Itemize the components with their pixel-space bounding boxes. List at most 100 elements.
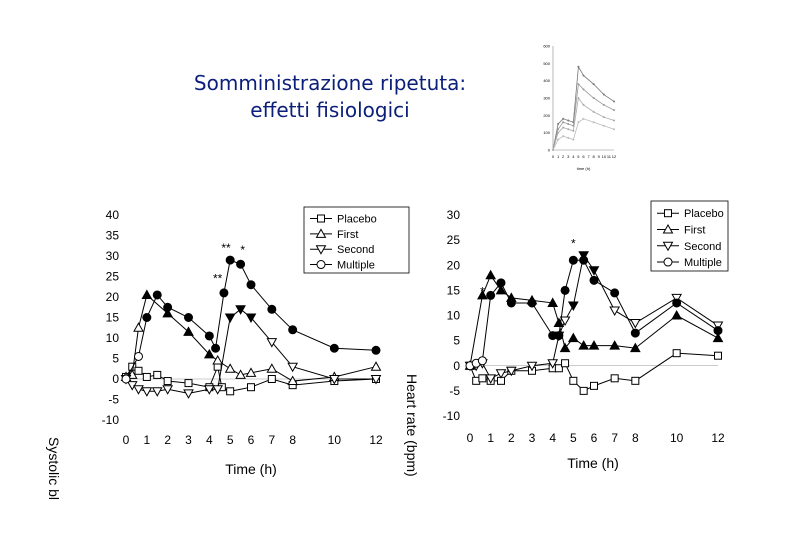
series-first-point [485, 269, 497, 280]
thumbnail-series-line [552, 83, 615, 151]
series-second [120, 305, 382, 399]
series-first-point [133, 322, 144, 332]
series-first-point [287, 375, 299, 386]
series-first-point [126, 369, 138, 379]
series-multiple-point [560, 285, 570, 295]
thumbnail-x-tick: 6 [582, 154, 585, 159]
y-tick-label: 25 [447, 233, 461, 247]
thumbnail-x-tick: 7 [587, 154, 590, 159]
thumbnail-y-tick: 500 [543, 61, 550, 66]
thumbnail-x-title: time (h) [577, 166, 591, 171]
series-placebo-point [631, 376, 640, 385]
thumbnail-point [577, 97, 580, 99]
x-tick-label: 3 [185, 433, 192, 447]
y-tick-label: 20 [106, 290, 120, 304]
legend-label: First [684, 224, 705, 236]
legend-marker [315, 245, 327, 255]
x-tick-label: 2 [164, 433, 171, 447]
series-placebo-point [213, 362, 222, 371]
series-first-point [370, 361, 382, 371]
series-multiple-point [554, 331, 564, 341]
x-tick-label: 7 [611, 431, 618, 445]
series-first-point [120, 371, 132, 381]
significance-mark: * [240, 243, 245, 257]
x-tick-label: 1 [143, 433, 150, 447]
series-second-point [547, 359, 559, 369]
thumbnail-point [557, 131, 560, 134]
series-placebo-point [548, 364, 557, 373]
series-multiple-point [329, 343, 339, 353]
x-tick-label: 10 [328, 433, 342, 447]
series-placebo-point [142, 372, 151, 381]
legend: Placebo First Second Multiple [303, 206, 410, 274]
thumbnail-y-tick: 100 [543, 130, 550, 135]
series-first-point [578, 340, 590, 350]
series-placebo-point [672, 349, 681, 358]
y-tick-label: 10 [447, 309, 461, 323]
series-placebo-point [247, 383, 255, 392]
series-multiple-point [630, 328, 640, 338]
series-multiple-point [496, 278, 506, 288]
thumbnail-point [613, 119, 615, 122]
series-multiple-point [589, 275, 599, 285]
thumbnail-point [592, 97, 595, 99]
thumbnail-x-tick: 4 [572, 154, 575, 159]
series-placebo-point [507, 366, 516, 375]
x-tick-label: 2 [508, 431, 515, 445]
series-placebo-point [528, 366, 536, 375]
series-second-point [126, 381, 138, 391]
series-second-point [470, 361, 482, 372]
thumbnail-point [567, 119, 570, 122]
thumbnail-point [557, 123, 560, 125]
series-placebo-point [288, 381, 297, 390]
series-second-point [133, 385, 144, 395]
series-multiple-point [610, 288, 620, 298]
thumbnail-x-tick: 9 [598, 154, 601, 159]
series-placebo-point [466, 361, 474, 370]
series-placebo-point [478, 374, 487, 383]
series-first-point [609, 340, 621, 350]
y-tick-label: 0 [453, 359, 460, 373]
series-first-point [141, 289, 153, 299]
series-second-point [224, 313, 236, 324]
series-multiple-point [225, 255, 235, 265]
y-tick-label: 5 [112, 352, 119, 366]
series-first-point [224, 363, 236, 373]
series-second-point [245, 313, 257, 324]
series-first-point [495, 284, 507, 295]
series-multiple-point [477, 356, 487, 366]
x-tick-label: 1 [487, 431, 494, 445]
thumbnail-point [613, 100, 615, 103]
series-placebo-point [554, 364, 563, 373]
series-multiple-point [121, 374, 131, 384]
thumbnail-point [552, 149, 554, 151]
series-placebo [466, 349, 722, 395]
thumbnail-x-tick: 3 [567, 154, 570, 159]
series-placebo-point [579, 386, 588, 395]
series-multiple-point [579, 255, 589, 265]
thumbnail-x-tick: 1 [557, 154, 560, 159]
series-placebo-point [184, 379, 193, 388]
series-multiple-point [204, 331, 214, 341]
series-second-point [328, 375, 340, 385]
series-multiple-point [486, 290, 496, 300]
series-placebo-line [125, 364, 377, 392]
series-placebo-point [569, 376, 578, 385]
legend-marker [662, 223, 674, 234]
thumbnail-series-line [552, 65, 615, 151]
significance-mark: ** [213, 272, 223, 286]
thumbnail-point [557, 138, 560, 141]
thumbnail-point [602, 124, 605, 127]
series-multiple-line [469, 259, 719, 367]
thumbnail-point [567, 136, 570, 139]
series-second-point [370, 375, 382, 385]
series-multiple-point [246, 280, 256, 290]
series-multiple-line [125, 259, 377, 380]
x-tick-label: 6 [591, 431, 598, 445]
x-tick-label: 10 [670, 431, 684, 445]
legend-marker [663, 257, 673, 267]
series-multiple-point [219, 288, 229, 298]
series-second-point [588, 266, 600, 276]
